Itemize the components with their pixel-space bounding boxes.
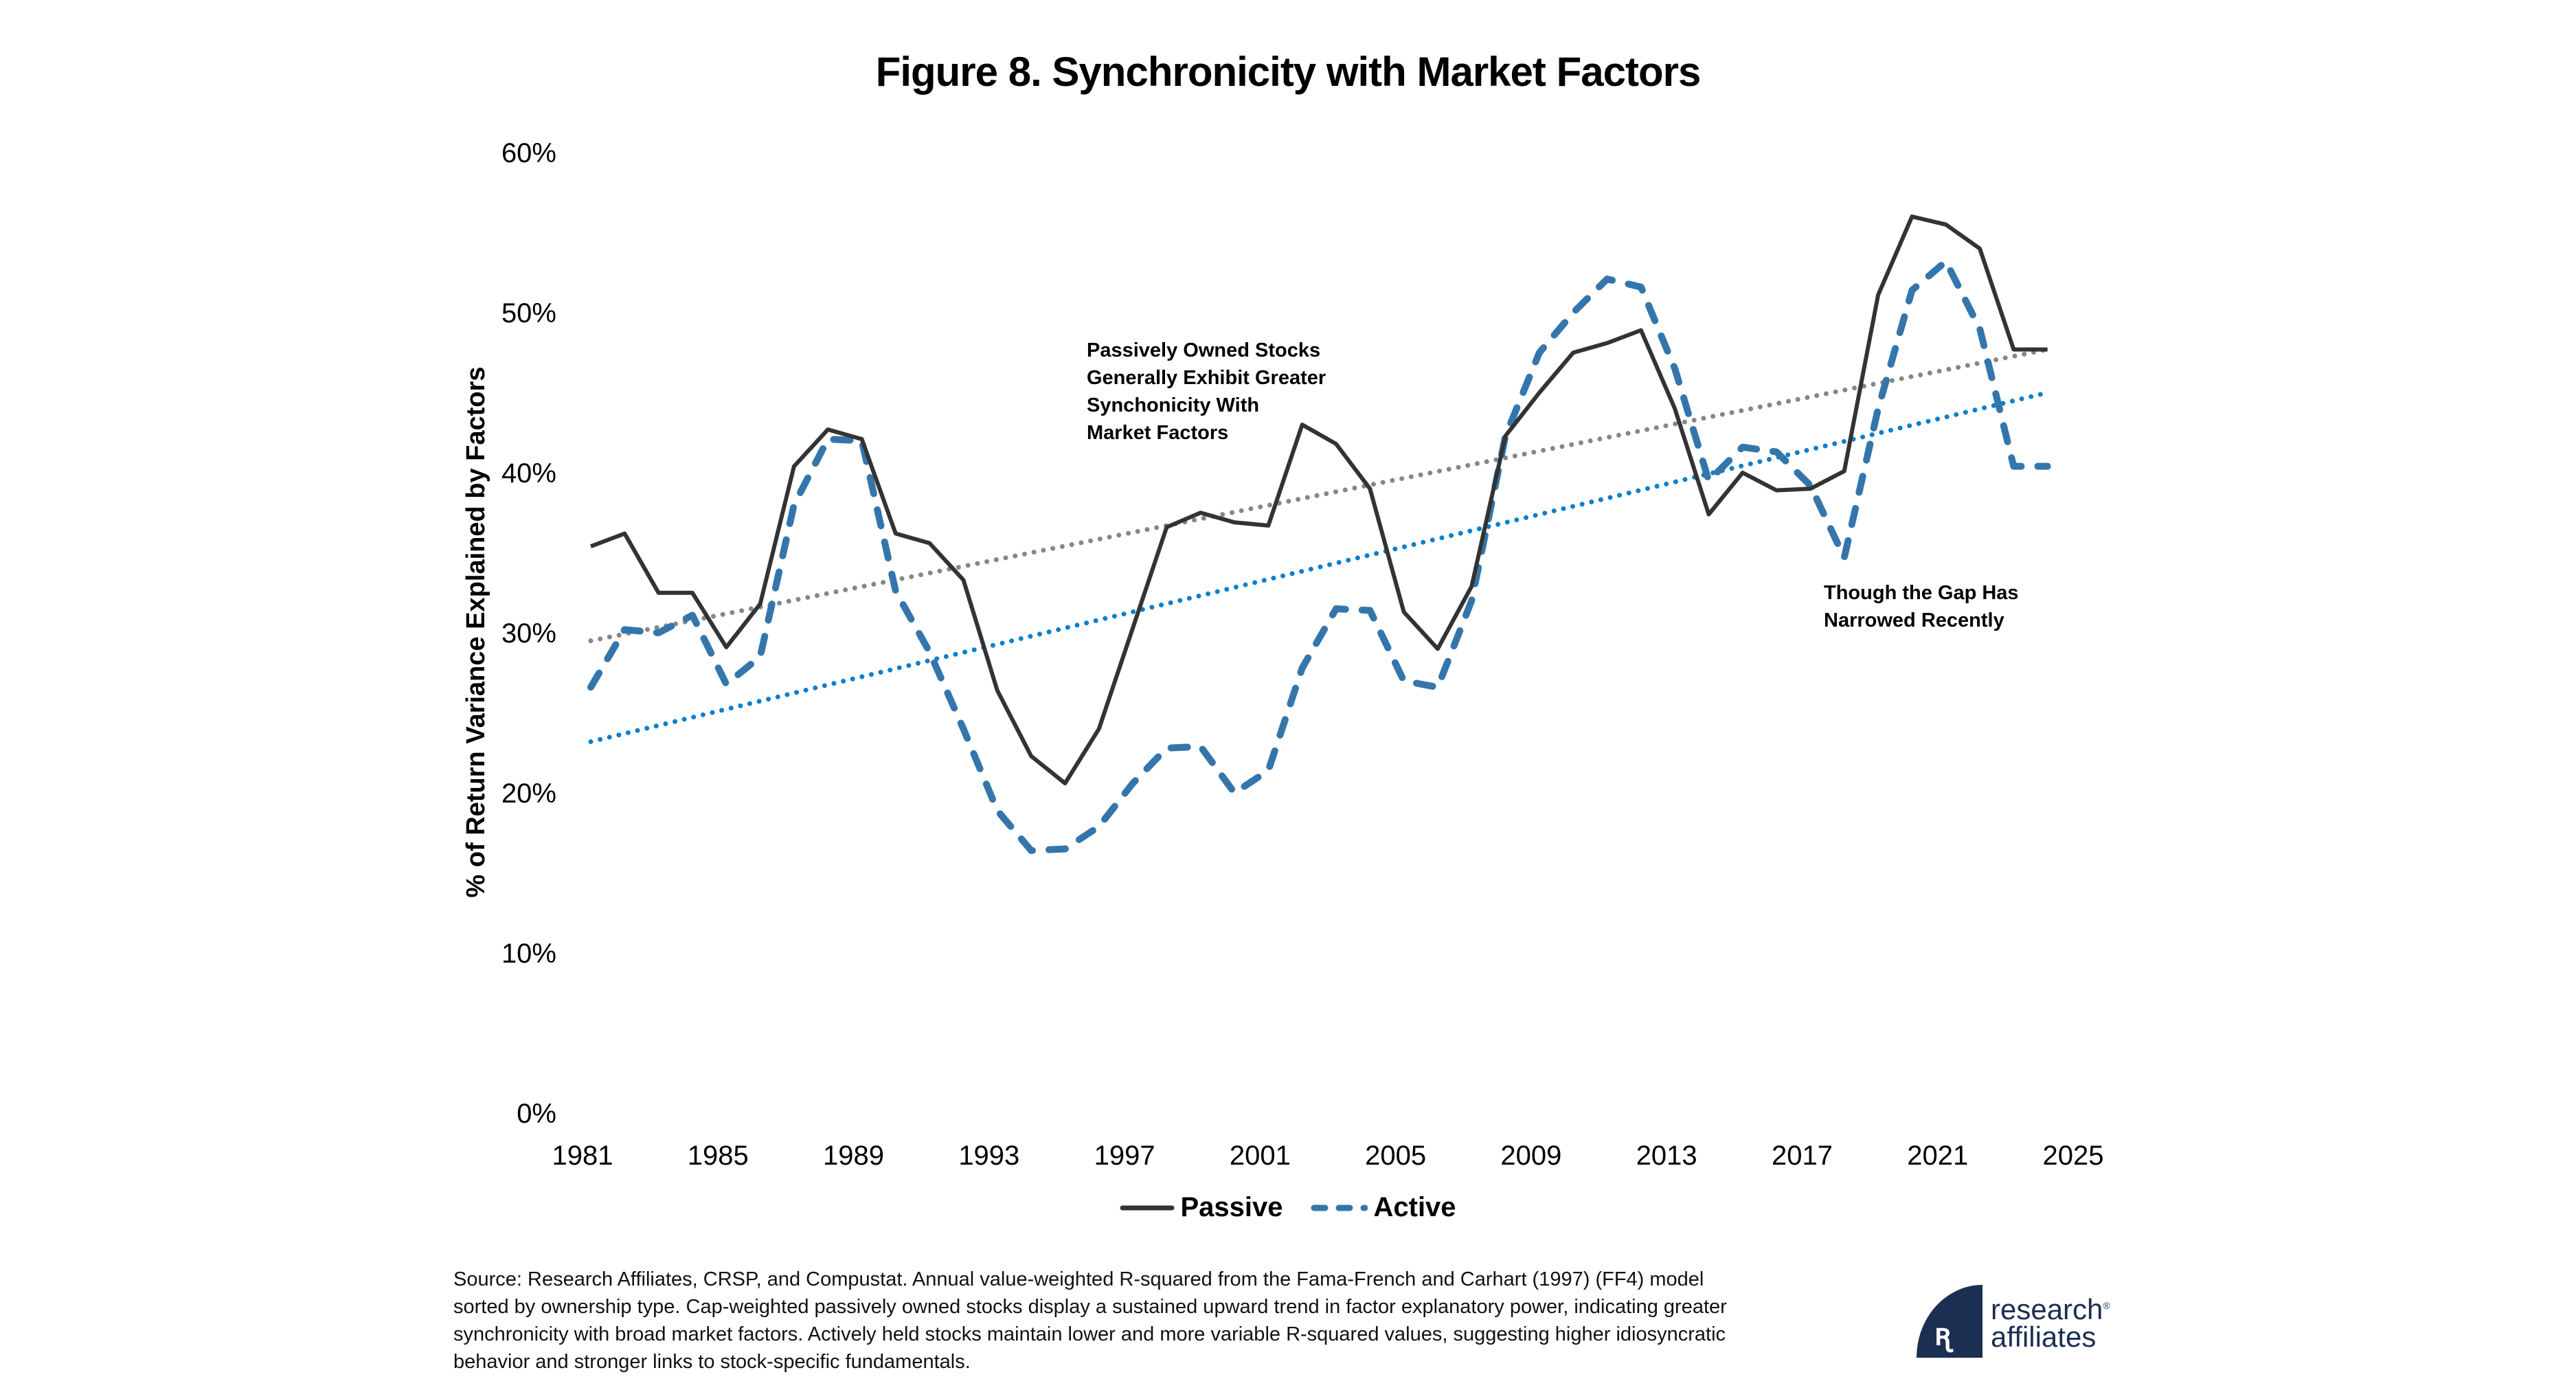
- x-tick-label: 1985: [688, 1141, 749, 1171]
- logo-word-2: affiliates: [1991, 1321, 2097, 1353]
- logo-wordmark: research® affiliates: [1991, 1292, 2110, 1353]
- y-axis-label: % of Return Variance Explained by Factor…: [462, 367, 490, 898]
- x-tick-label: 2005: [1365, 1141, 1426, 1171]
- y-axis-ticks: 0% 10% 20% 30% 40% 50% 60%: [501, 138, 556, 1129]
- y-tick-label: 30%: [501, 618, 556, 649]
- x-axis-ticks: 1981 1985 1989 1993 1997 2001 2005 2009 2013 2017…: [552, 1141, 2104, 1171]
- source-footnote: Source: Research Affiliates, CRSP, and C…: [453, 1268, 1727, 1373]
- x-tick-label: 2025: [2043, 1141, 2104, 1171]
- series-lines: [587, 214, 2051, 854]
- series-passive: [589, 214, 2048, 786]
- legend-item-active: Active: [1310, 1192, 1456, 1223]
- legend-label: Active: [1373, 1192, 1456, 1222]
- x-tick-label: 1981: [552, 1141, 613, 1171]
- logo-mark-icon: ꭆ: [1917, 1285, 1982, 1358]
- legend-item-passive: Passive: [1120, 1192, 1283, 1223]
- y-tick-label: 60%: [501, 138, 556, 168]
- annotation-line: Market Factors: [1087, 422, 1229, 444]
- x-tick-label: 1993: [958, 1141, 1019, 1171]
- dashed-line-swatch-icon: [1311, 1204, 1368, 1211]
- annotation-line: Narrowed Recently: [1824, 609, 2004, 631]
- logo-word-1: research: [1991, 1293, 2103, 1325]
- x-tick-label: 2001: [1230, 1141, 1291, 1171]
- registered-mark: ®: [2103, 1300, 2110, 1311]
- trendlines: [588, 347, 2050, 744]
- chart-title: Figure 8. Synchronicity with Market Fact…: [875, 49, 1702, 95]
- logo-glyph: ꭆ: [1934, 1317, 1952, 1352]
- x-tick-label: 2021: [1907, 1141, 1968, 1171]
- annotation-line: Though the Gap Has: [1824, 582, 2019, 604]
- series-active: [587, 258, 2051, 854]
- x-tick-label: 2013: [1636, 1141, 1697, 1171]
- annotation-line: Synchonicity With: [1087, 394, 1260, 416]
- x-tick-label: 1997: [1094, 1141, 1155, 1171]
- legend-label: Passive: [1180, 1192, 1283, 1222]
- y-tick-label: 50%: [501, 298, 556, 328]
- y-tick-label: 20%: [501, 778, 556, 809]
- legend: Passive Active: [0, 1192, 2576, 1223]
- y-tick-label: 0%: [517, 1099, 556, 1129]
- x-tick-label: 2017: [1772, 1141, 1833, 1171]
- annotation-gap: Though the Gap Has Narrowed Recently: [1824, 579, 2019, 634]
- y-tick-label: 40%: [501, 458, 556, 489]
- annotation-line: Generally Exhibit Greater: [1087, 367, 1326, 389]
- x-tick-label: 2009: [1500, 1141, 1561, 1171]
- x-tick-label: 1989: [823, 1141, 884, 1171]
- research-affiliates-logo: ꭆ research® affiliates: [1917, 1285, 2110, 1358]
- trendline-active-trend: [588, 390, 2050, 744]
- annotation-line: Passively Owned Stocks: [1087, 339, 1321, 361]
- annotation-passive: Passively Owned Stocks Generally Exhibit…: [1087, 337, 1326, 447]
- line-chart: 0% 10% 20% 30% 40% 50% 60% 1981 1985 1989 1993 199…: [462, 138, 2104, 1171]
- solid-line-swatch-icon: [1120, 1205, 1175, 1210]
- trendline-passive-trend: [588, 347, 2050, 644]
- y-tick-label: 10%: [501, 939, 556, 969]
